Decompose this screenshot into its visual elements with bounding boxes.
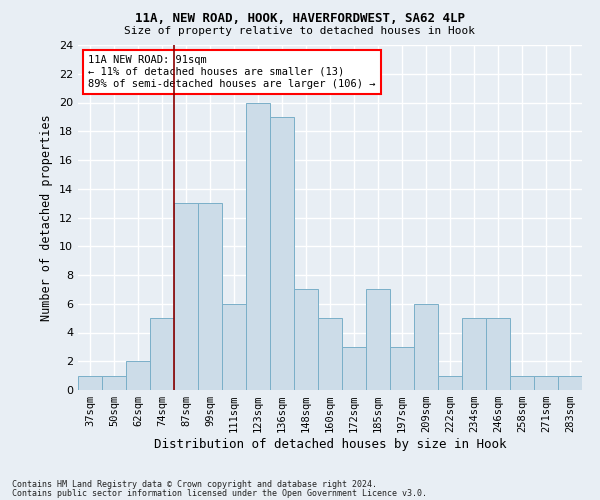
Bar [270,117,294,390]
Bar [462,318,486,390]
Text: Size of property relative to detached houses in Hook: Size of property relative to detached ho… [125,26,476,36]
X-axis label: Distribution of detached houses by size in Hook: Distribution of detached houses by size … [154,438,506,451]
Text: Contains HM Land Registry data © Crown copyright and database right 2024.: Contains HM Land Registry data © Crown c… [12,480,377,489]
Text: Contains public sector information licensed under the Open Government Licence v3: Contains public sector information licen… [12,488,427,498]
Bar [318,318,342,390]
Bar [558,376,582,390]
Bar [486,318,510,390]
Text: 11A NEW ROAD: 91sqm
← 11% of detached houses are smaller (13)
89% of semi-detach: 11A NEW ROAD: 91sqm ← 11% of detached ho… [88,56,376,88]
Bar [126,361,150,390]
Bar [246,102,270,390]
Bar [78,376,102,390]
Bar [438,376,462,390]
Bar [510,376,534,390]
Bar [390,347,414,390]
Text: 11A, NEW ROAD, HOOK, HAVERFORDWEST, SA62 4LP: 11A, NEW ROAD, HOOK, HAVERFORDWEST, SA62… [135,12,465,26]
Bar [342,347,366,390]
Bar [174,203,198,390]
Bar [534,376,558,390]
Bar [222,304,246,390]
Bar [150,318,174,390]
Y-axis label: Number of detached properties: Number of detached properties [40,114,53,321]
Bar [102,376,126,390]
Bar [366,290,390,390]
Bar [414,304,438,390]
Bar [198,203,222,390]
Bar [294,290,318,390]
